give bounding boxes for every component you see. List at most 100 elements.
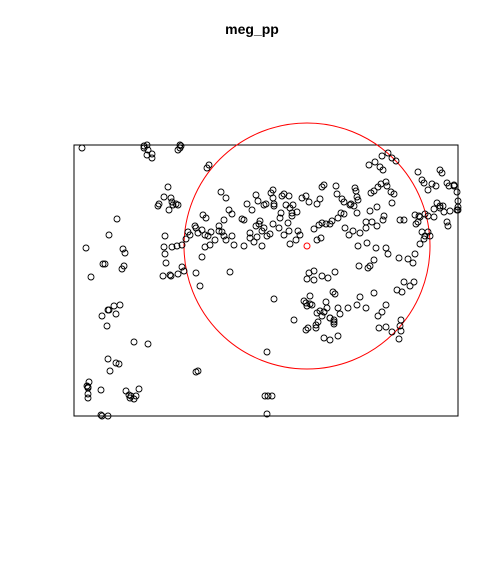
data-point xyxy=(404,255,412,263)
data-point xyxy=(420,179,428,187)
data-point xyxy=(119,245,127,253)
data-point xyxy=(263,410,271,418)
data-point xyxy=(354,242,362,250)
data-point xyxy=(453,206,461,214)
data-point xyxy=(196,282,204,290)
data-point xyxy=(313,200,321,208)
data-point xyxy=(98,312,106,320)
data-point xyxy=(415,212,423,220)
data-point xyxy=(280,231,288,239)
data-point xyxy=(243,200,251,208)
data-point xyxy=(148,150,156,158)
data-point xyxy=(439,202,447,210)
center-point xyxy=(303,242,311,250)
data-point xyxy=(331,268,339,276)
data-point xyxy=(400,278,408,286)
data-point xyxy=(250,238,258,246)
data-point xyxy=(106,367,114,375)
data-point xyxy=(313,236,321,244)
data-point xyxy=(303,275,311,283)
data-point xyxy=(322,220,330,228)
data-point xyxy=(166,271,174,279)
data-point xyxy=(178,263,186,271)
data-point xyxy=(302,326,310,334)
data-point xyxy=(326,314,334,322)
data-point xyxy=(366,262,374,270)
data-point xyxy=(320,308,328,316)
data-point xyxy=(334,214,342,222)
data-point xyxy=(382,301,390,309)
data-point xyxy=(382,178,390,186)
data-point xyxy=(384,250,392,258)
data-point xyxy=(436,166,444,174)
data-point xyxy=(112,310,120,318)
data-point xyxy=(388,199,396,207)
data-point xyxy=(198,226,206,234)
data-point xyxy=(82,244,90,252)
data-point xyxy=(211,236,219,244)
data-point xyxy=(453,188,461,196)
data-point xyxy=(222,236,230,244)
data-point xyxy=(191,222,199,230)
data-point xyxy=(218,228,226,236)
data-point xyxy=(116,301,124,309)
data-point xyxy=(378,308,386,316)
data-point xyxy=(174,270,182,278)
data-point xyxy=(388,328,396,336)
data-point xyxy=(258,242,266,250)
data-point xyxy=(337,209,345,217)
data-point xyxy=(412,220,420,228)
data-point xyxy=(269,186,277,194)
data-point xyxy=(270,200,278,208)
data-point xyxy=(323,304,331,312)
data-point xyxy=(228,232,236,240)
data-point xyxy=(207,228,215,236)
data-point xyxy=(155,200,163,208)
data-point xyxy=(411,250,419,258)
data-point xyxy=(201,243,209,251)
data-point xyxy=(148,154,156,162)
data-point xyxy=(392,157,400,165)
data-point xyxy=(165,206,173,214)
data-point xyxy=(445,182,453,190)
data-point xyxy=(173,242,181,250)
data-point xyxy=(395,335,403,343)
data-point xyxy=(99,260,107,268)
data-point xyxy=(121,249,129,257)
data-point xyxy=(380,212,388,220)
data-point xyxy=(115,360,123,368)
data-point xyxy=(424,228,432,236)
data-point xyxy=(266,230,274,238)
data-point xyxy=(446,207,454,215)
data-point xyxy=(194,229,202,237)
data-point xyxy=(270,295,278,303)
data-point xyxy=(305,198,313,206)
data-point xyxy=(345,231,353,239)
data-point xyxy=(397,316,405,324)
data-point xyxy=(334,332,342,340)
data-point xyxy=(318,183,326,191)
data-point xyxy=(397,327,405,335)
data-point xyxy=(326,336,334,344)
data-point xyxy=(292,236,300,244)
data-point xyxy=(164,183,172,191)
data-point xyxy=(293,208,301,216)
data-point xyxy=(318,219,326,227)
data-point xyxy=(362,218,370,226)
data-point xyxy=(370,289,378,297)
data-point xyxy=(424,186,432,194)
data-point xyxy=(260,224,268,232)
data-point xyxy=(388,154,396,162)
data-point xyxy=(289,201,297,209)
data-point xyxy=(160,243,168,251)
data-point xyxy=(161,250,169,258)
data-point xyxy=(409,259,417,267)
data-point xyxy=(318,272,326,280)
data-point xyxy=(169,201,177,209)
data-point xyxy=(418,228,426,236)
data-point xyxy=(406,282,414,290)
data-point xyxy=(282,201,290,209)
data-point xyxy=(285,227,293,235)
data-point xyxy=(329,288,337,296)
data-point xyxy=(300,297,308,305)
